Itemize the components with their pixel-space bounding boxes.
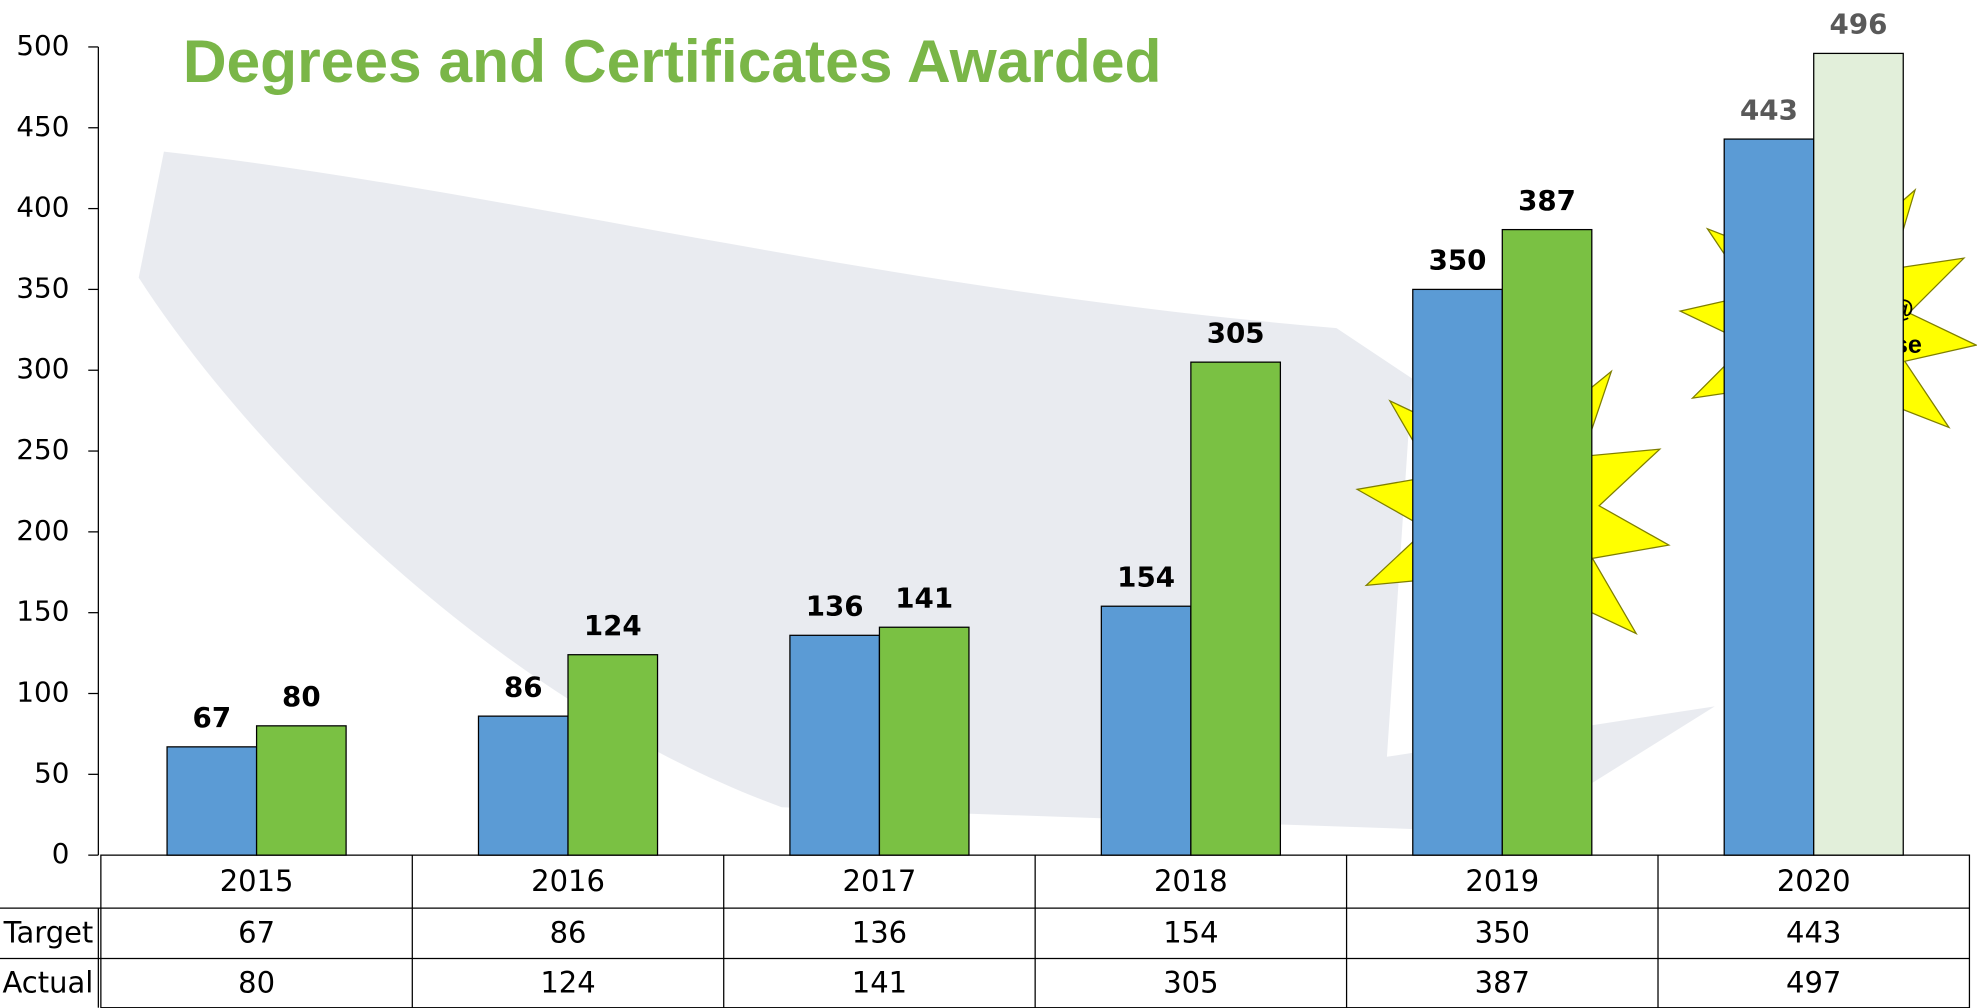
value-label: 141 xyxy=(895,581,953,614)
table-cell: 154 xyxy=(1163,916,1218,950)
y-tick-label: 450 xyxy=(16,110,69,143)
y-tick-label: 300 xyxy=(16,352,69,385)
y-tick-label: 50 xyxy=(34,756,69,789)
bar xyxy=(257,726,347,855)
bar xyxy=(1101,606,1191,855)
x-tick-label: 2015 xyxy=(220,864,294,898)
y-tick-label: 250 xyxy=(16,433,69,466)
bar xyxy=(1814,53,1904,855)
table-cell: 136 xyxy=(852,916,907,950)
x-tick-label: 2020 xyxy=(1777,864,1851,898)
legend-label: Actual xyxy=(2,965,93,999)
y-tick-label: 100 xyxy=(16,676,69,709)
bar xyxy=(1413,289,1503,855)
value-label: 496 xyxy=(1830,8,1888,41)
y-tick-label: 0 xyxy=(52,837,70,870)
table-cell: 497 xyxy=(1786,965,1841,999)
bar xyxy=(879,627,969,855)
value-label: 305 xyxy=(1207,316,1265,349)
x-tick-label: 2016 xyxy=(531,864,605,898)
value-label: 350 xyxy=(1429,244,1487,277)
y-tick-label: 350 xyxy=(16,271,69,304)
value-label: 154 xyxy=(1117,560,1175,593)
table-cell: 443 xyxy=(1786,916,1841,950)
bar xyxy=(1724,139,1814,855)
x-tick-label: 2019 xyxy=(1465,864,1539,898)
value-label: 443 xyxy=(1740,93,1798,126)
value-label: 86 xyxy=(504,670,543,703)
table-cell: 86 xyxy=(550,916,587,950)
table-cell: 387 xyxy=(1475,965,1530,999)
value-label: 124 xyxy=(584,609,642,642)
value-label: 387 xyxy=(1518,184,1576,217)
page: Degrees and Certificates Awarded Exceede… xyxy=(0,0,1977,1008)
table-cell: 141 xyxy=(852,965,907,999)
value-label: 80 xyxy=(282,680,321,713)
value-label: 67 xyxy=(193,701,232,734)
x-tick-label: 2018 xyxy=(1154,864,1228,898)
y-tick-label: 500 xyxy=(16,29,69,62)
chart: Degrees and Certificates Awarded Exceede… xyxy=(0,0,1977,1008)
bar xyxy=(167,747,257,855)
legend-label: Target xyxy=(3,916,94,950)
bar xyxy=(478,716,568,855)
y-tick-label: 150 xyxy=(16,595,69,628)
table-cell: 67 xyxy=(238,916,275,950)
y-tick-label: 400 xyxy=(16,191,69,224)
bar xyxy=(1191,362,1281,855)
x-tick-label: 2017 xyxy=(843,864,917,898)
bar xyxy=(790,635,880,855)
value-label: 136 xyxy=(806,590,864,623)
table-cell: 124 xyxy=(540,965,595,999)
table-cell: 305 xyxy=(1163,965,1218,999)
table-cell: 80 xyxy=(238,965,275,999)
table-cell: 350 xyxy=(1475,916,1530,950)
bar xyxy=(568,655,658,855)
y-tick-label: 200 xyxy=(16,514,69,547)
bar xyxy=(1502,230,1592,856)
chart-title: Degrees and Certificates Awarded xyxy=(183,27,1162,95)
